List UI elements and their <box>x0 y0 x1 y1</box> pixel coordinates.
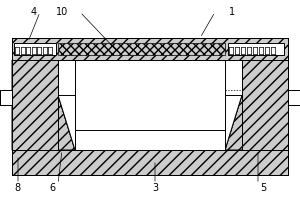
Bar <box>242 60 288 150</box>
Bar <box>288 90 300 105</box>
Polygon shape <box>12 60 75 150</box>
Polygon shape <box>58 60 242 150</box>
Bar <box>12 60 58 150</box>
Bar <box>225 60 242 95</box>
Bar <box>12 60 288 150</box>
Text: 4: 4 <box>31 7 37 17</box>
Bar <box>0 90 12 105</box>
Polygon shape <box>225 60 288 150</box>
Bar <box>75 60 225 130</box>
Bar <box>58 43 225 55</box>
Text: 6: 6 <box>49 183 55 193</box>
Bar <box>12 150 288 175</box>
Bar <box>288 90 300 105</box>
Text: 3: 3 <box>152 183 158 193</box>
Text: 5: 5 <box>260 183 266 193</box>
Bar <box>228 43 284 55</box>
Text: 10: 10 <box>56 7 68 17</box>
Bar <box>14 43 56 55</box>
Bar <box>75 60 225 150</box>
Bar <box>0 90 12 105</box>
Bar <box>12 38 288 60</box>
Polygon shape <box>58 60 242 150</box>
Bar <box>242 60 288 150</box>
Bar <box>12 60 58 150</box>
Bar <box>75 130 225 150</box>
Text: 1: 1 <box>229 7 235 17</box>
Text: 8: 8 <box>14 183 20 193</box>
Bar <box>58 60 75 95</box>
